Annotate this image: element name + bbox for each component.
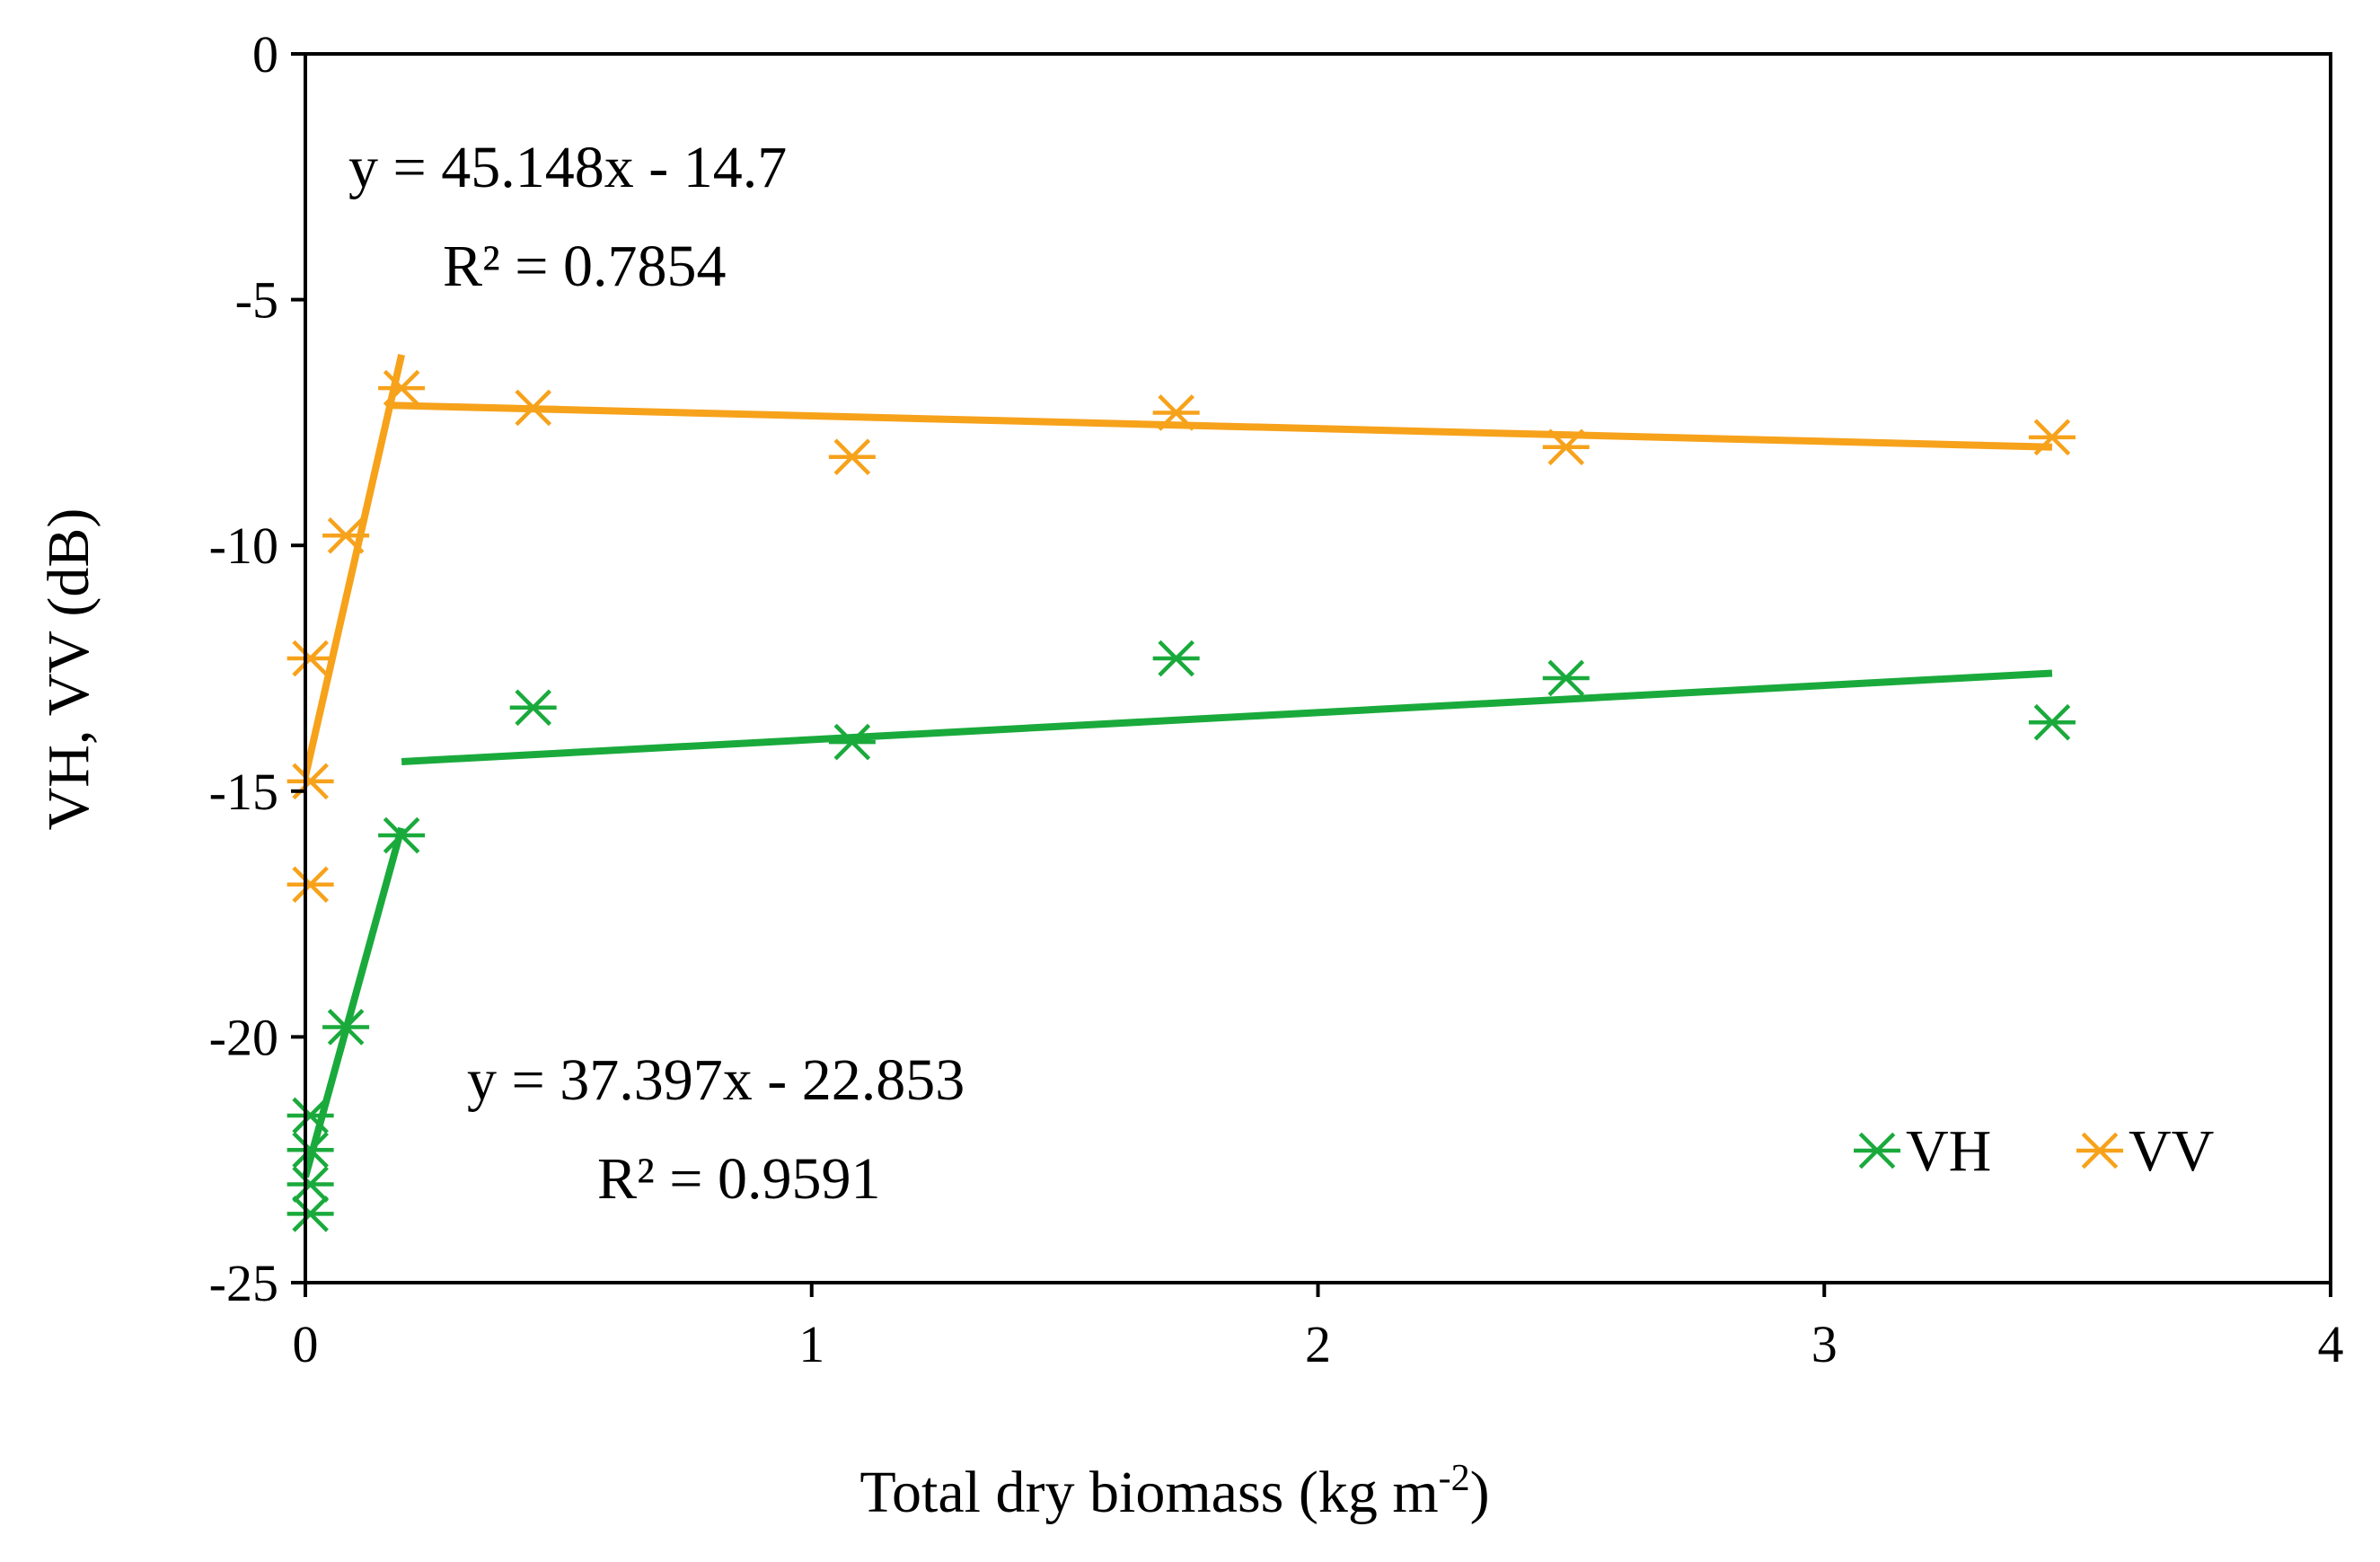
vv-data-point: [509, 389, 557, 427]
vh-data-point: [509, 689, 557, 727]
vh-data-point: [1152, 640, 1200, 677]
x-tick-label: 3: [1811, 1315, 1838, 1373]
vv-data-point: [378, 369, 426, 407]
axis-ticks: 0 -5 -10 -15 -20 -25 0 1 2 3 4: [209, 25, 2344, 1373]
vh-data-point: [828, 723, 876, 761]
vh-data-point: [322, 1009, 370, 1046]
vh-data-point: [378, 816, 426, 854]
x-tick-label: 4: [2318, 1315, 2344, 1373]
y-tick-label: 0: [252, 25, 278, 84]
y-tick-label: -15: [209, 763, 278, 821]
vv-data-point: [2028, 419, 2076, 456]
x-axis-title: Total dry biomass (kg m-2): [859, 1458, 1489, 1525]
vv-data-point: [286, 640, 334, 677]
vh-fit-line: [302, 826, 405, 1178]
x-axis-title-close: ): [1470, 1460, 1490, 1525]
vh-data-point: [1542, 659, 1590, 697]
x-axis-title-exponent: -2: [1439, 1458, 1470, 1499]
vv-fit-line: [302, 353, 406, 778]
x-tick-label: 0: [293, 1315, 319, 1373]
data-points: [286, 369, 2076, 1232]
vh-fit-line: [401, 669, 2053, 765]
y-tick-label: -25: [209, 1254, 278, 1312]
y-tick-label: -5: [235, 271, 278, 330]
vv-equation-label: y = 45.148x - 14.7: [348, 135, 787, 200]
y-tick-label: -20: [209, 1008, 278, 1066]
vv-data-point: [828, 438, 876, 476]
vh-data-point: [286, 1097, 334, 1134]
y-axis-title: VH, VV (dB): [36, 508, 101, 831]
vh-data-point: [2028, 703, 2076, 741]
legend-vh-symbol: [1854, 1132, 1900, 1169]
legend-vh-label: VH: [1906, 1118, 1991, 1184]
legend-vv-marker: [2076, 1132, 2123, 1169]
fit-lines: [302, 353, 2053, 1178]
vh-r2-label: R² = 0.9591: [597, 1146, 881, 1212]
vh-data-point: [286, 1196, 334, 1232]
vv-data-point: [1542, 428, 1590, 466]
legend-vh-marker: [1854, 1132, 1900, 1169]
legend-vv-symbol: [2076, 1132, 2123, 1169]
vv-data-point: [322, 516, 370, 554]
x-tick-label: 1: [798, 1315, 824, 1373]
vh-data-point: [286, 1131, 334, 1169]
y-tick-label: -10: [209, 516, 278, 575]
x-tick-label: 2: [1305, 1315, 1331, 1373]
vv-fit-line: [391, 402, 2053, 451]
vv-r2-label: R² = 0.7854: [443, 234, 727, 299]
x-axis-title-main: Total dry biomass (kg m: [859, 1460, 1438, 1525]
vv-data-point: [286, 866, 334, 904]
vh-equation-label: y = 37.397x - 22.853: [467, 1047, 965, 1113]
legend-vv-label: VV: [2129, 1118, 2214, 1184]
vv-data-point: [1152, 394, 1200, 431]
vh-data-point: [286, 1166, 334, 1203]
